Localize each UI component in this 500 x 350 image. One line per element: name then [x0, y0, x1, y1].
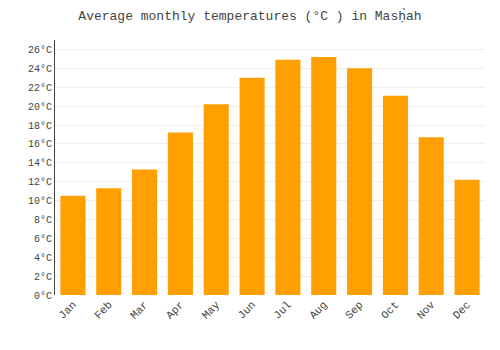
- svg-text:18°C: 18°C: [28, 121, 52, 132]
- svg-text:Jan: Jan: [56, 299, 78, 321]
- svg-text:Feb: Feb: [92, 299, 114, 321]
- svg-text:12°C: 12°C: [28, 177, 52, 188]
- svg-text:24°C: 24°C: [28, 64, 52, 75]
- svg-text:6°C: 6°C: [34, 234, 52, 245]
- svg-text:Oct: Oct: [379, 299, 401, 321]
- svg-text:8°C: 8°C: [34, 215, 52, 226]
- svg-text:Apr: Apr: [164, 299, 186, 321]
- svg-text:Jul: Jul: [271, 299, 293, 321]
- svg-text:Mar: Mar: [128, 299, 150, 321]
- svg-text:May: May: [200, 299, 223, 322]
- svg-text:22°C: 22°C: [28, 83, 52, 94]
- svg-text:Average monthly temperatures (: Average monthly temperatures (°C ) in Ma…: [78, 8, 421, 24]
- svg-text:20°C: 20°C: [28, 102, 52, 113]
- svg-text:4°C: 4°C: [34, 253, 52, 264]
- svg-text:Jun: Jun: [236, 299, 258, 321]
- svg-text:14°C: 14°C: [28, 158, 52, 169]
- svg-text:10°C: 10°C: [28, 196, 52, 207]
- svg-text:16°C: 16°C: [28, 139, 52, 150]
- svg-text:Nov: Nov: [415, 299, 438, 322]
- svg-text:Sep: Sep: [343, 299, 365, 321]
- svg-text:0°C: 0°C: [34, 291, 52, 302]
- svg-text:Dec: Dec: [451, 299, 473, 321]
- svg-text:2°C: 2°C: [34, 272, 52, 283]
- svg-text:26°C: 26°C: [28, 45, 52, 56]
- svg-text:Aug: Aug: [307, 299, 329, 321]
